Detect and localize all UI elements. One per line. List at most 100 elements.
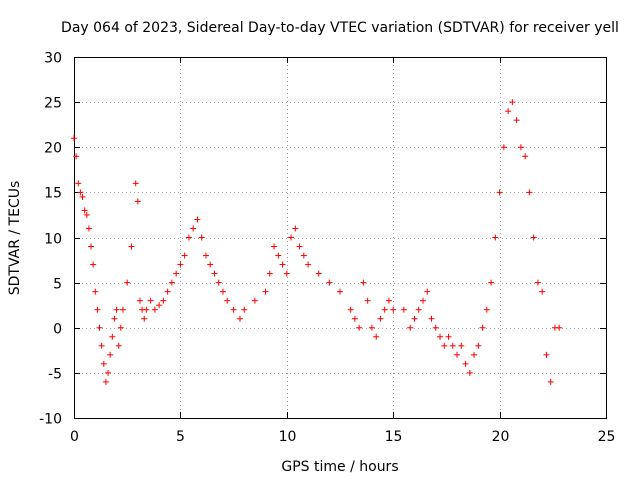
data-point xyxy=(513,117,520,124)
data-point xyxy=(360,279,367,286)
data-point xyxy=(424,288,431,295)
data-point xyxy=(556,324,563,331)
data-point xyxy=(547,378,554,385)
data-point xyxy=(81,207,88,214)
data-point xyxy=(177,261,184,268)
y-tick-label: -10 xyxy=(39,412,62,428)
y-axis-label: SDTVAR / TECUs xyxy=(7,181,23,296)
y-tick-label: 20 xyxy=(44,141,62,157)
data-point xyxy=(368,324,375,331)
data-point xyxy=(77,189,84,196)
data-point xyxy=(415,306,422,313)
x-axis-label: GPS time / hours xyxy=(281,459,398,475)
data-point xyxy=(441,342,448,349)
data-point xyxy=(198,234,205,241)
data-point xyxy=(437,333,444,340)
data-point xyxy=(471,351,478,358)
data-point xyxy=(526,189,533,196)
data-point xyxy=(105,369,112,376)
data-point xyxy=(400,306,407,313)
x-tick-label: 15 xyxy=(385,429,403,445)
data-point xyxy=(500,144,507,151)
x-tick-label: 0 xyxy=(70,429,79,445)
data-point xyxy=(107,351,114,358)
data-point xyxy=(230,306,237,313)
data-point xyxy=(75,180,82,187)
data-point xyxy=(181,252,188,259)
data-point xyxy=(347,306,354,313)
data-point xyxy=(79,193,86,200)
data-point xyxy=(419,297,426,304)
data-point xyxy=(337,288,343,295)
data-point xyxy=(96,324,103,331)
data-point xyxy=(283,270,290,277)
data-point xyxy=(300,252,307,259)
data-point xyxy=(390,306,397,313)
y-tick-label: 10 xyxy=(44,232,62,248)
chart-title: Day 064 of 2023, Sidereal Day-to-day VTE… xyxy=(61,20,619,36)
data-point xyxy=(488,279,495,286)
data-point xyxy=(128,243,135,250)
data-point xyxy=(449,342,456,349)
data-point xyxy=(530,234,537,241)
data-point xyxy=(432,324,439,331)
data-point xyxy=(517,144,524,151)
x-tick-label: 20 xyxy=(492,429,510,445)
data-point xyxy=(143,306,150,313)
data-point xyxy=(296,243,303,250)
data-point xyxy=(136,297,143,304)
data-point xyxy=(73,153,80,160)
data-point xyxy=(458,342,465,349)
data-point xyxy=(411,315,418,322)
data-point xyxy=(236,315,243,322)
plot-frame xyxy=(74,57,607,419)
data-point xyxy=(326,279,333,286)
data-point xyxy=(124,279,131,286)
grid-lines xyxy=(74,57,606,418)
x-tick-label: 10 xyxy=(279,429,297,445)
data-point xyxy=(168,279,175,286)
data-point xyxy=(292,225,299,232)
data-point xyxy=(543,351,550,358)
data-point xyxy=(505,108,512,115)
data-point xyxy=(156,302,163,309)
data-point xyxy=(251,297,258,304)
data-point xyxy=(194,216,201,223)
data-point xyxy=(207,261,214,268)
data-point xyxy=(356,324,363,331)
data-point xyxy=(202,252,209,259)
data-point xyxy=(492,234,499,241)
data-point xyxy=(173,270,180,277)
data-point xyxy=(141,315,148,322)
data-point xyxy=(288,234,295,241)
data-point xyxy=(479,324,486,331)
data-point xyxy=(211,270,218,277)
data-point xyxy=(539,288,546,295)
data-point xyxy=(271,243,278,250)
data-point xyxy=(185,234,192,241)
data-point xyxy=(279,261,286,268)
data-point xyxy=(160,297,167,304)
data-point xyxy=(262,288,269,295)
data-point xyxy=(109,333,116,340)
data-point xyxy=(466,369,473,376)
data-point xyxy=(190,225,197,232)
data-point xyxy=(71,135,77,142)
data-point xyxy=(445,333,452,340)
data-point xyxy=(373,333,380,340)
y-tick-label: -5 xyxy=(48,367,62,383)
data-point xyxy=(94,306,101,313)
data-point xyxy=(117,324,124,331)
data-point xyxy=(100,360,107,367)
data-point xyxy=(534,279,541,286)
data-point xyxy=(509,99,516,106)
y-tick-label: 5 xyxy=(53,277,62,293)
data-point xyxy=(98,342,105,349)
y-tick-label: 30 xyxy=(44,51,62,67)
data-point xyxy=(377,315,384,322)
data-point xyxy=(496,189,503,196)
x-tick-label: 5 xyxy=(176,429,185,445)
y-tick-label: 0 xyxy=(53,322,62,338)
data-point xyxy=(522,153,529,160)
